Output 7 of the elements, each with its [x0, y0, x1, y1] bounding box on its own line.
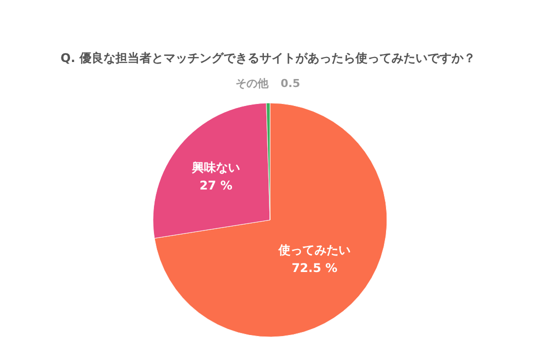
data-label: 72.5 % — [292, 260, 338, 275]
data-label: 27 % — [199, 178, 232, 192]
slice-label: 使ってみたい — [277, 242, 350, 257]
slice-label: その他 — [236, 77, 270, 90]
pie-slice — [154, 102, 388, 338]
data-label: 0.5 — [280, 77, 300, 90]
title: Q. 優良な担当者とマッチングできるサイトがあったら使ってみたいですか？ — [60, 51, 476, 65]
